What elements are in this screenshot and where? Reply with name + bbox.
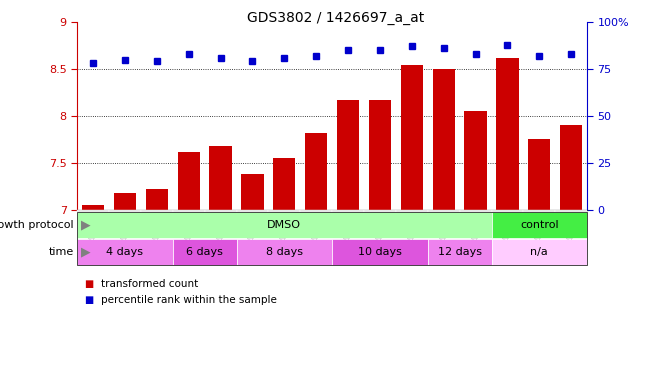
Text: 6 days: 6 days	[187, 247, 223, 257]
Text: 10 days: 10 days	[358, 247, 402, 257]
Bar	[337, 100, 359, 210]
Bar	[497, 58, 519, 210]
Text: n/a: n/a	[531, 247, 548, 257]
Bar	[209, 146, 231, 210]
Text: ▶: ▶	[77, 246, 91, 259]
Bar	[178, 152, 200, 210]
Bar	[273, 158, 295, 210]
Bar	[305, 133, 327, 210]
Text: 8 days: 8 days	[266, 247, 303, 257]
Bar	[82, 205, 104, 210]
Text: GDS3802 / 1426697_a_at: GDS3802 / 1426697_a_at	[247, 11, 424, 25]
Bar	[433, 69, 455, 210]
Bar	[146, 189, 168, 210]
Text: ■: ■	[84, 295, 93, 305]
Bar	[464, 111, 486, 210]
Text: growth protocol: growth protocol	[0, 220, 74, 230]
Text: time: time	[48, 247, 74, 257]
Text: DMSO: DMSO	[267, 220, 301, 230]
Text: transformed count: transformed count	[101, 280, 198, 290]
Bar	[401, 65, 423, 210]
Text: control: control	[520, 220, 559, 230]
Bar	[369, 100, 391, 210]
Text: ■: ■	[84, 280, 93, 290]
Bar	[528, 139, 550, 210]
Bar	[560, 126, 582, 210]
Text: 4 days: 4 days	[107, 247, 144, 257]
Text: ▶: ▶	[77, 218, 91, 232]
Text: percentile rank within the sample: percentile rank within the sample	[101, 295, 276, 305]
Bar	[242, 174, 264, 210]
Bar	[114, 193, 136, 210]
Text: 12 days: 12 days	[437, 247, 482, 257]
